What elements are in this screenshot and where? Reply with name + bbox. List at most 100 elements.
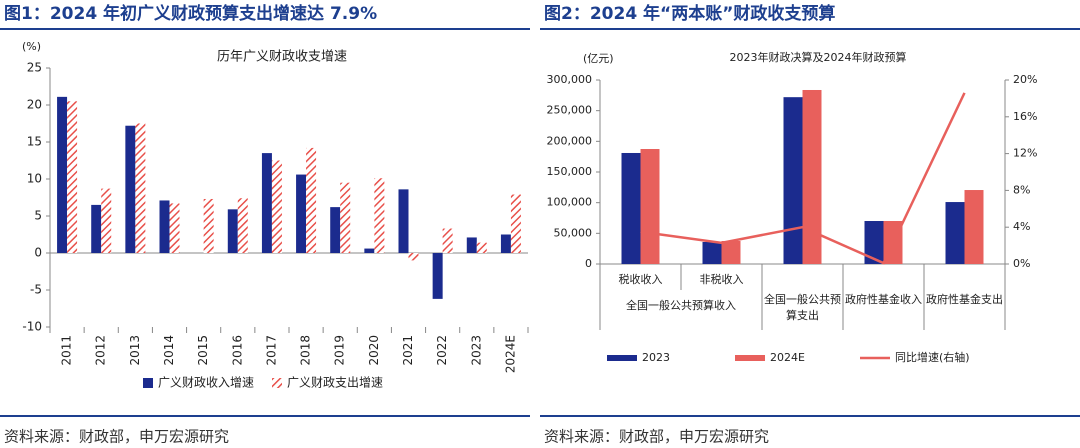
bar — [125, 125, 136, 253]
x-tick-label: 全国一般公共预算支出 — [764, 293, 841, 322]
chart-title: 历年广义财政收支增速 — [217, 50, 347, 65]
x-tick-label: 2020 — [367, 335, 381, 366]
y-tick-label: 20 — [27, 98, 42, 112]
y2-tick-label: 12% — [1013, 147, 1037, 160]
bar — [340, 182, 351, 253]
bar — [964, 190, 984, 264]
figure-title: 图2：2024 年“两本账”财政收支预算 — [544, 3, 835, 24]
y-axis-unit: (亿元) — [583, 52, 614, 65]
legend-swatch — [607, 355, 637, 361]
bar — [802, 89, 822, 264]
bar — [721, 241, 741, 264]
bar — [398, 189, 409, 253]
y-tick-label: 15 — [27, 135, 42, 149]
x-tick-label: 税收收入 — [618, 273, 663, 286]
legend-label: 广义财政收入增速 — [158, 376, 254, 390]
bar — [783, 97, 803, 264]
legend-swatch — [735, 355, 765, 361]
x-tick-label: 2012 — [94, 335, 108, 366]
y2-tick-label: 20% — [1013, 73, 1037, 86]
bar — [432, 253, 443, 299]
bar — [169, 203, 180, 253]
bar — [330, 207, 341, 253]
bar — [364, 248, 375, 253]
y-tick-label: 300,000 — [547, 73, 593, 86]
x-tick-label: 2024E — [503, 335, 517, 373]
bar — [621, 152, 641, 264]
legend-label: 同比增速(右轴) — [895, 350, 970, 364]
bar — [466, 237, 477, 253]
bar — [271, 160, 282, 253]
bar — [306, 147, 317, 253]
x-tick-label: 2011 — [60, 335, 74, 366]
legend-swatch — [272, 378, 282, 388]
x-tick-label: 非税收入 — [699, 273, 744, 286]
x-tick-label: 2015 — [196, 335, 210, 366]
source-note: 资料来源：财政部，申万宏源研究 — [544, 428, 769, 446]
bar — [296, 174, 307, 253]
legend-swatch — [143, 378, 153, 388]
x-tick-label: 2018 — [299, 335, 313, 366]
x-tick-label: 2023 — [469, 335, 483, 366]
bar — [227, 209, 238, 253]
chart-title: 2023年财政决算及2024年财政预算 — [730, 50, 907, 64]
bar — [500, 234, 511, 253]
x-tick-label: 2019 — [333, 335, 347, 366]
y-tick-label: 150,000 — [547, 165, 593, 178]
bar — [476, 242, 487, 253]
bar — [203, 198, 214, 253]
bar — [510, 194, 521, 253]
bar — [640, 149, 660, 264]
x-tick-label: 2014 — [162, 335, 176, 366]
bar — [442, 228, 453, 253]
y-tick-label: 200,000 — [547, 134, 593, 147]
bar — [702, 241, 722, 264]
y-tick-label: 250,000 — [547, 104, 593, 117]
bar — [945, 202, 965, 264]
chart-panel: 图1：2024 年初广义财政预算支出增速达 7.9% 资料来源：财政部，申万宏源研… — [0, 3, 530, 446]
bar — [159, 200, 170, 253]
y-tick-label: 5 — [34, 209, 42, 223]
bar — [864, 221, 884, 264]
x-tick-label: 2021 — [401, 335, 415, 366]
x-tick-label-box: 全国一般公共预算支出 — [764, 293, 841, 322]
y-tick-label: 100,000 — [547, 196, 593, 209]
bar — [91, 204, 102, 253]
bar — [408, 253, 419, 261]
bar — [374, 178, 385, 253]
x-tick-label-box: 非税收入 — [699, 273, 744, 286]
x-tick-label: 2022 — [435, 335, 449, 366]
y-tick-label: 50,000 — [554, 226, 593, 239]
x-tick-label: 政府性基金支出 — [926, 293, 1003, 306]
bar — [57, 96, 68, 253]
x-tick-label-box: 政府性基金支出 — [926, 293, 1003, 306]
group-label: 全国一般公共预算收入 — [626, 298, 736, 312]
x-tick-label: 2013 — [128, 335, 142, 366]
y-tick-label: 0 — [585, 257, 592, 270]
y-tick-label: 10 — [27, 172, 42, 186]
y-axis-unit: (%) — [22, 40, 41, 53]
bar — [237, 198, 248, 253]
source-note: 资料来源：财政部，申万宏源研究 — [4, 428, 229, 446]
y2-tick-label: 0% — [1013, 257, 1030, 270]
legend-label: 2023 — [642, 351, 670, 364]
x-tick-label-box: 税收收入 — [618, 273, 663, 286]
y-tick-label: -10 — [22, 320, 42, 334]
y-tick-label: -5 — [30, 283, 42, 297]
x-tick-label: 2017 — [264, 335, 278, 366]
x-tick-label: 2016 — [230, 335, 244, 366]
legend-label: 广义财政支出增速 — [287, 376, 383, 390]
y2-tick-label: 16% — [1013, 110, 1037, 123]
y-tick-label: 0 — [34, 246, 42, 260]
line-series — [640, 92, 966, 265]
x-tick-label: 政府性基金收入 — [845, 293, 922, 306]
y2-tick-label: 8% — [1013, 183, 1030, 196]
bar — [101, 188, 112, 253]
bar — [135, 123, 146, 253]
x-tick-label-box: 政府性基金收入 — [845, 293, 922, 306]
y2-tick-label: 4% — [1013, 220, 1030, 233]
legend-label: 2024E — [770, 351, 805, 364]
y-tick-label: 25 — [27, 61, 42, 75]
